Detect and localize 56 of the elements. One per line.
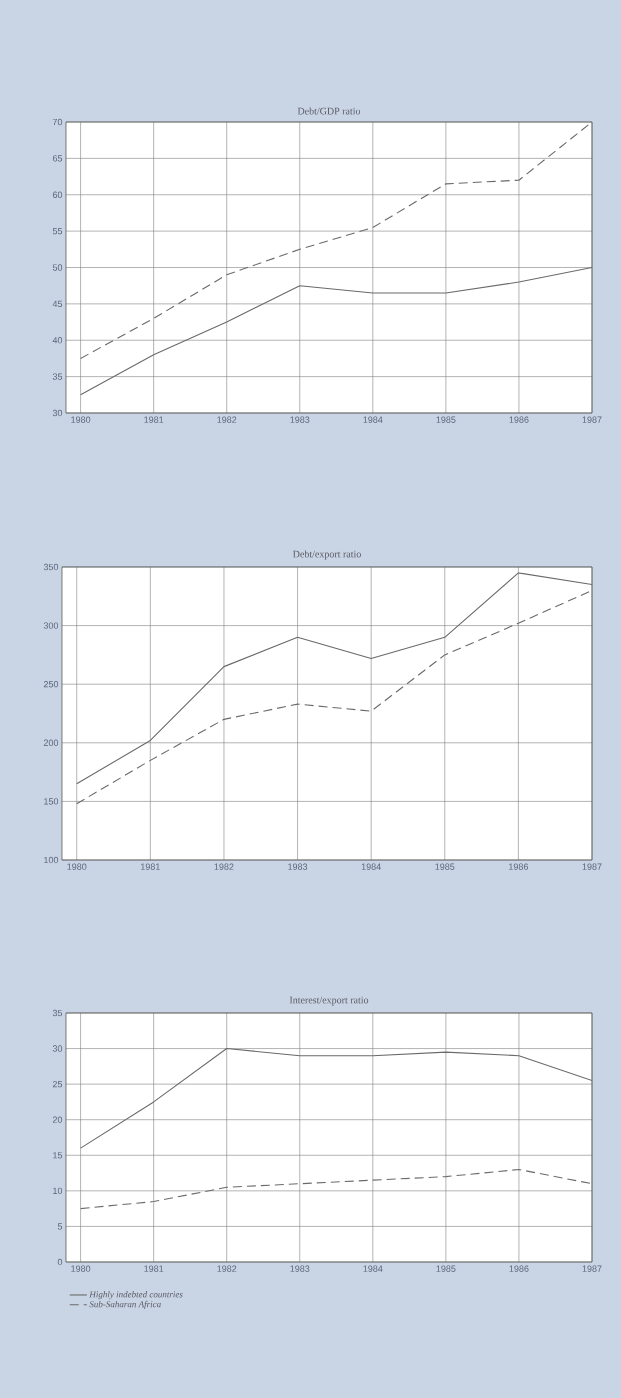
x-tick-label: 1983 bbox=[288, 863, 308, 870]
line-series bbox=[80, 1048, 592, 1149]
y-tick-label: 10 bbox=[53, 1187, 63, 1195]
y-tick-label: 25 bbox=[52, 1080, 63, 1088]
y-tick-label: 5 bbox=[57, 1223, 63, 1230]
y-tick-label: 70 bbox=[52, 118, 63, 126]
y-tick-label: 300 bbox=[43, 622, 59, 629]
y-tick-label: 250 bbox=[43, 681, 59, 688]
x-tick-label: 1987 bbox=[582, 416, 602, 423]
y-tick-label: 35 bbox=[52, 373, 63, 380]
x-tick-label: 1980 bbox=[71, 1265, 91, 1272]
x-tick-label: 1981 bbox=[144, 416, 164, 423]
line-series bbox=[76, 572, 592, 785]
chart-title: Debt/export ratio bbox=[292, 550, 361, 560]
y-tick-label: 150 bbox=[44, 798, 59, 805]
x-tick-label: 1985 bbox=[436, 1265, 456, 1272]
y-tick-label: 0 bbox=[57, 1258, 63, 1266]
y-tick-label: 20 bbox=[52, 1116, 63, 1123]
x-tick-label: 1982 bbox=[217, 1265, 237, 1272]
x-tick-label: 1987 bbox=[582, 1265, 602, 1272]
x-tick-label: 1984 bbox=[363, 416, 383, 423]
x-tick-label: 1981 bbox=[141, 863, 160, 870]
y-tick-label: 65 bbox=[52, 155, 63, 162]
x-tick-label: 1986 bbox=[509, 1265, 529, 1272]
x-tick-label: 1985 bbox=[436, 416, 456, 423]
legend-label: Sub-Saharan Africa bbox=[89, 1300, 161, 1310]
x-tick-label: 1986 bbox=[509, 863, 528, 870]
legend-label: Highly indebted countries bbox=[89, 1291, 183, 1300]
x-tick-label: 1980 bbox=[71, 416, 91, 423]
chart-title: Debt/GDP ratio bbox=[297, 107, 361, 115]
x-tick-label: 1987 bbox=[582, 863, 602, 870]
x-tick-label: 1982 bbox=[217, 416, 237, 423]
y-tick-label: 50 bbox=[52, 264, 63, 271]
y-tick-label: 35 bbox=[52, 1009, 63, 1017]
x-tick-label: 1983 bbox=[290, 1265, 310, 1272]
y-tick-label: 100 bbox=[44, 856, 59, 864]
x-tick-label: 1985 bbox=[435, 863, 455, 870]
line-series bbox=[80, 122, 592, 359]
y-tick-label: 45 bbox=[52, 300, 63, 308]
x-tick-label: 1982 bbox=[214, 863, 234, 870]
chart-title: Interest/export ratio bbox=[289, 996, 369, 1006]
y-tick-label: 15 bbox=[53, 1152, 63, 1159]
x-tick-label: 1984 bbox=[361, 863, 381, 870]
x-tick-label: 1984 bbox=[363, 1265, 383, 1272]
x-tick-label: 1986 bbox=[509, 416, 529, 423]
line-series bbox=[80, 266, 592, 396]
y-tick-label: 60 bbox=[52, 191, 63, 198]
y-tick-label: 30 bbox=[52, 409, 63, 417]
y-tick-label: 55 bbox=[52, 227, 63, 235]
y-tick-label: 30 bbox=[52, 1045, 63, 1052]
x-tick-label: 1983 bbox=[290, 416, 310, 423]
y-tick-label: 200 bbox=[43, 739, 59, 746]
x-tick-label: 1981 bbox=[144, 1265, 164, 1272]
y-tick-label: 350 bbox=[43, 563, 59, 571]
x-tick-label: 1980 bbox=[67, 863, 87, 870]
y-tick-label: 40 bbox=[52, 337, 63, 344]
